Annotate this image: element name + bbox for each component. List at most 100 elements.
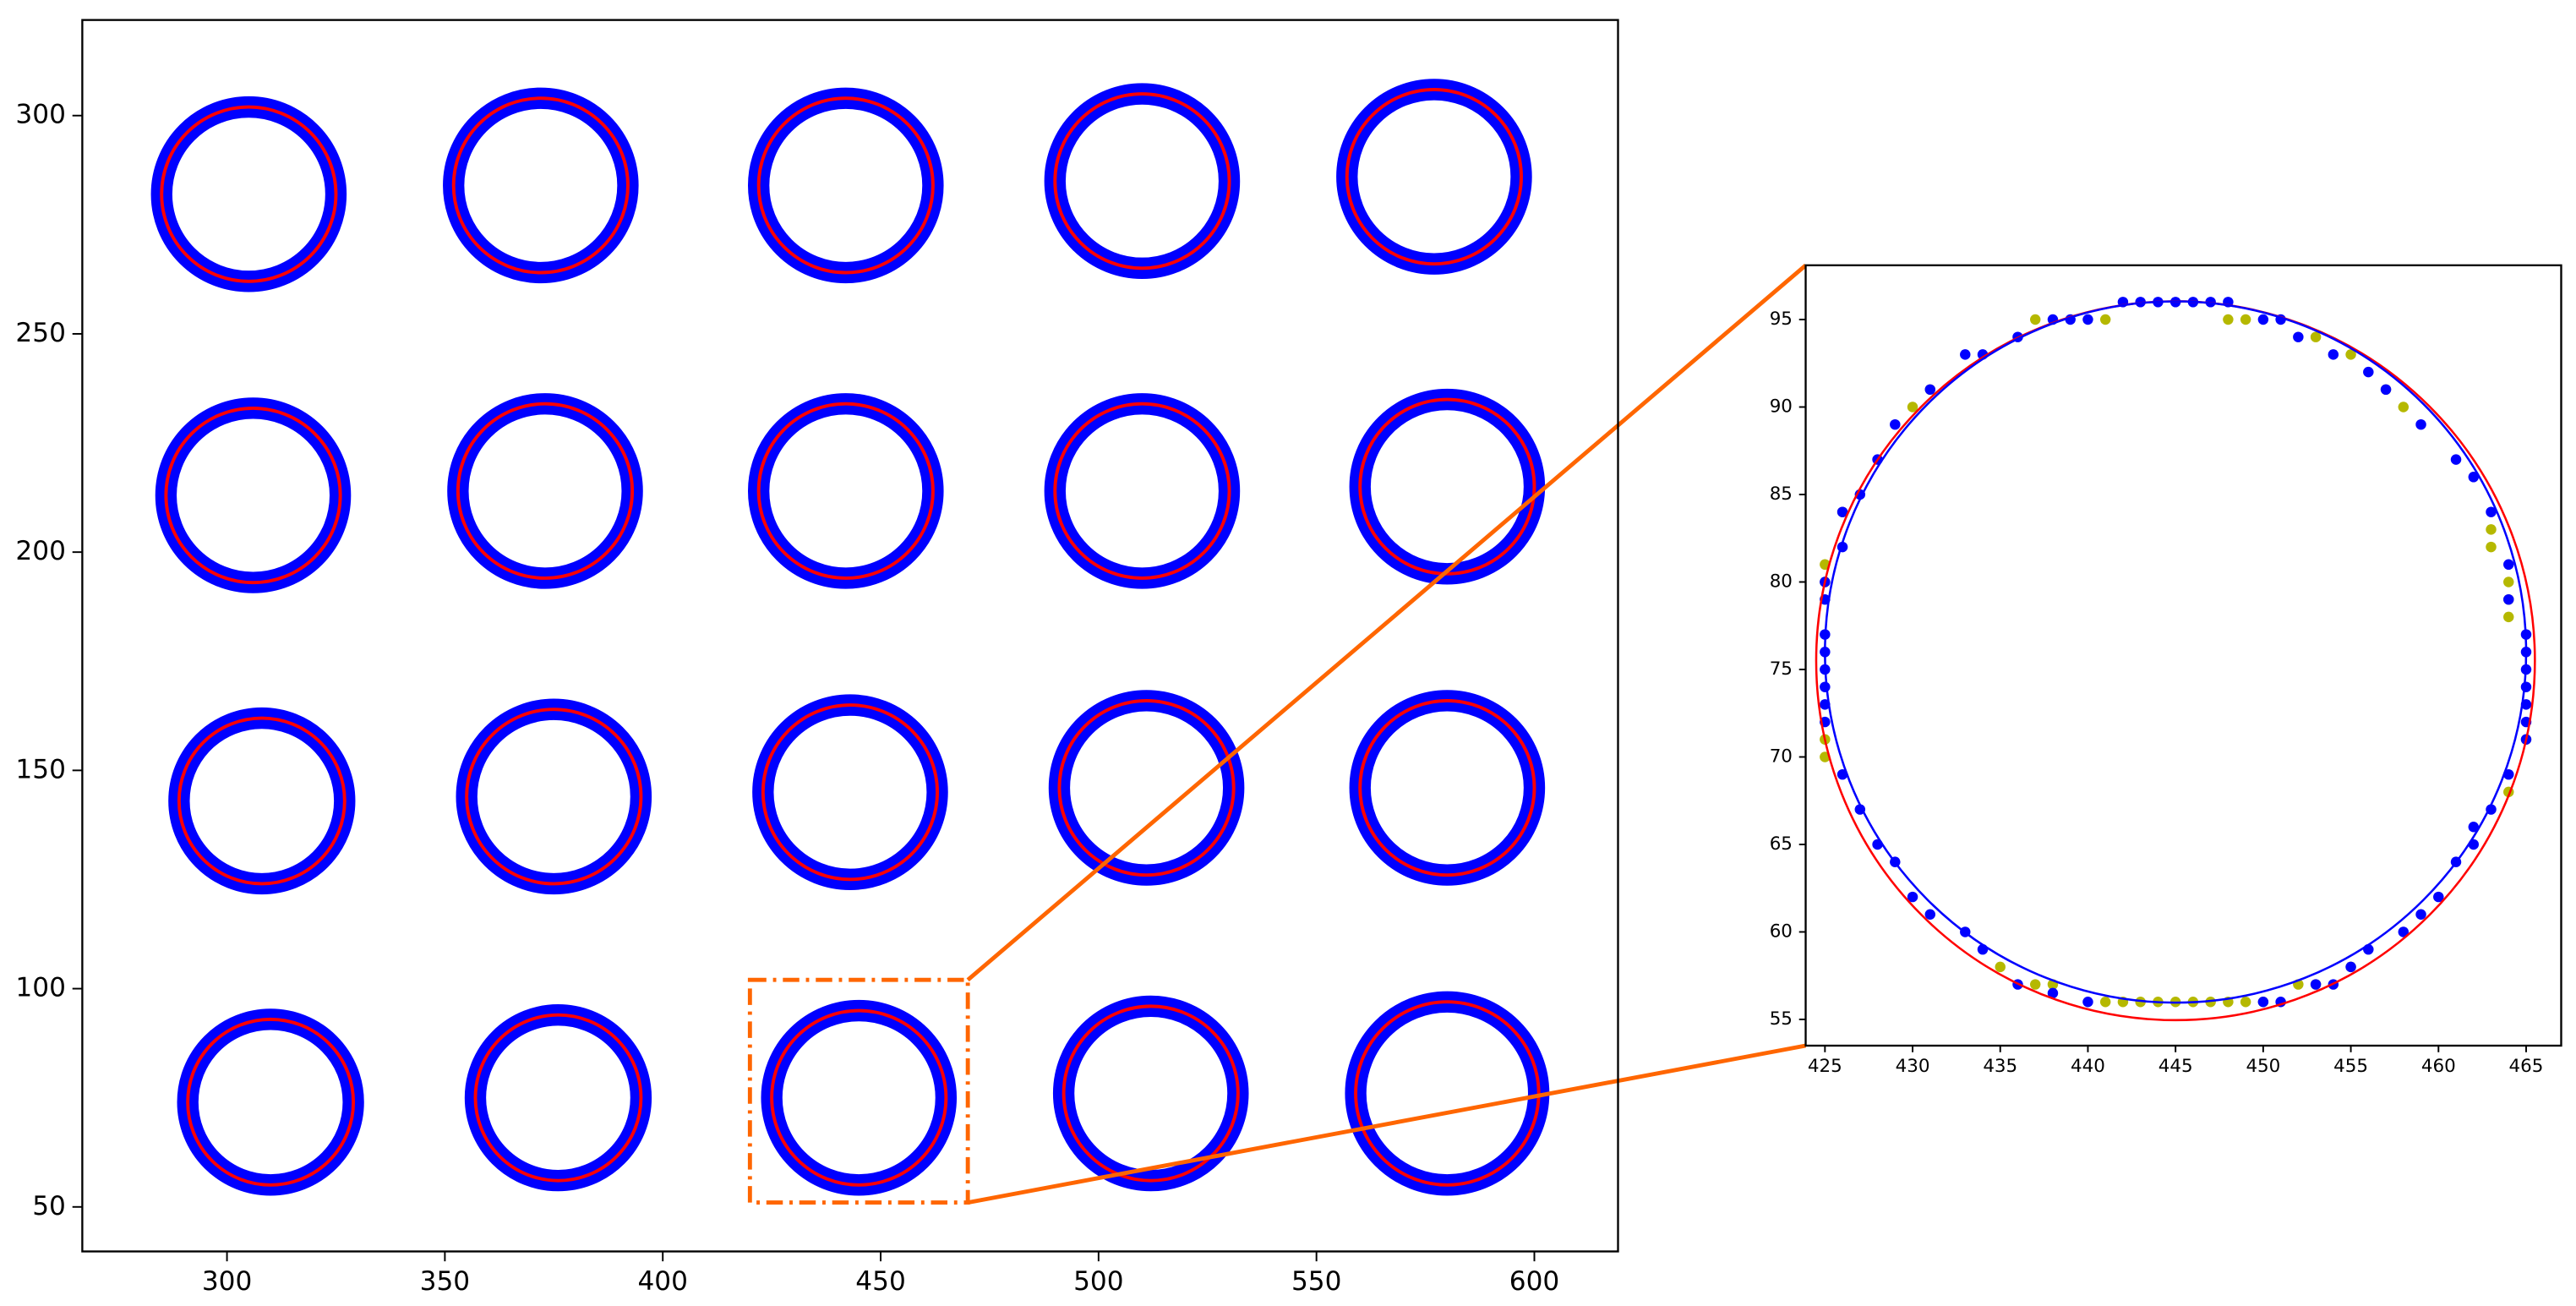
- point: [2223, 314, 2234, 325]
- point: [2503, 611, 2514, 623]
- fitted-circle: [164, 406, 342, 585]
- plot-area: [82, 19, 1618, 1252]
- fitted-circle: [186, 1017, 356, 1187]
- point: [2363, 366, 2374, 378]
- point: [2433, 891, 2444, 903]
- point: [2257, 314, 2269, 325]
- connector: [966, 263, 1808, 982]
- fitted-circle: [1053, 402, 1231, 580]
- fitted-circle: [1053, 92, 1231, 270]
- x-tick-label: 440: [2071, 1056, 2105, 1077]
- fitted-circle: [770, 1008, 948, 1187]
- y-tick-label: 95: [1770, 309, 1793, 330]
- point: [2450, 454, 2462, 465]
- point: [2345, 961, 2356, 973]
- point: [2503, 559, 2514, 571]
- point: [2328, 349, 2339, 360]
- x-tick-label: 435: [1983, 1056, 2017, 1077]
- x-tick-label: 600: [1509, 1266, 1559, 1297]
- point: [2415, 418, 2426, 430]
- connector: [967, 1043, 1806, 1205]
- plot-area: [1805, 265, 2562, 1046]
- point: [2345, 349, 2356, 360]
- fitted-circle: [1354, 1000, 1541, 1187]
- point: [2257, 997, 2269, 1008]
- fitted-circle: [1057, 698, 1236, 877]
- fitted-circle: [177, 716, 347, 886]
- fitted-circle: [473, 1013, 643, 1183]
- fitted-circle: [160, 105, 338, 283]
- x-tick-label: 450: [2246, 1056, 2280, 1077]
- point: [2468, 472, 2479, 483]
- point: [2380, 384, 2392, 396]
- point: [2398, 402, 2410, 413]
- point: [2310, 331, 2322, 342]
- x-tick-label: 445: [2158, 1056, 2193, 1077]
- y-tick-label: 250: [15, 318, 65, 348]
- point: [2099, 997, 2111, 1008]
- point: [2310, 979, 2322, 990]
- point: [1995, 961, 2006, 973]
- y-tick-label: 75: [1770, 658, 1793, 680]
- x-tick-label: 455: [2333, 1056, 2368, 1077]
- point: [2520, 681, 2532, 692]
- point: [2240, 997, 2251, 1008]
- y-tick-label: 300: [15, 100, 65, 130]
- point: [1924, 384, 1936, 396]
- x-tick-label: 460: [2421, 1056, 2456, 1077]
- fitted-circle: [1358, 698, 1536, 877]
- point: [2398, 926, 2410, 937]
- x-tick-label: 500: [1073, 1266, 1123, 1297]
- y-tick-label: 85: [1770, 484, 1793, 505]
- y-tick-label: 80: [1770, 571, 1793, 592]
- axes-frame: [1804, 264, 2562, 1047]
- point: [2030, 314, 2041, 325]
- point: [2503, 593, 2514, 605]
- point: [2468, 822, 2479, 833]
- point: [2415, 909, 2426, 920]
- y-tick-label: 55: [1770, 1008, 1793, 1030]
- point: [2486, 524, 2497, 535]
- x-tick-label: 550: [1291, 1266, 1341, 1297]
- fitted-circle: [1062, 1004, 1240, 1183]
- y-tick-label: 50: [32, 1191, 66, 1221]
- point: [2486, 506, 2497, 517]
- point: [2240, 314, 2251, 325]
- x-tick-label: 465: [2509, 1056, 2544, 1077]
- point: [1907, 402, 1918, 413]
- point: [2082, 997, 2093, 1008]
- point: [2503, 576, 2514, 587]
- x-tick-label: 350: [420, 1266, 470, 1297]
- fitted-circle: [465, 708, 643, 886]
- fitted-circle: [761, 703, 940, 882]
- fitted-circle: [451, 96, 630, 275]
- point: [1960, 349, 1971, 360]
- fitted-circle: [756, 402, 935, 580]
- point: [2099, 314, 2111, 325]
- point: [1890, 418, 1901, 430]
- x-tick-label: 425: [1808, 1056, 1842, 1077]
- point: [2047, 987, 2059, 999]
- fitted-circle: [756, 96, 935, 275]
- x-tick-label: 300: [202, 1266, 252, 1297]
- y-tick-label: 150: [15, 754, 65, 784]
- y-tick-label: 60: [1770, 921, 1793, 942]
- fitted-circle: [1824, 300, 2528, 1004]
- point: [2082, 314, 2093, 325]
- fitted-circle: [1345, 87, 1523, 266]
- x-tick-label: 400: [637, 1266, 687, 1297]
- y-tick-label: 70: [1770, 746, 1793, 767]
- axes-frame: [81, 19, 1619, 1253]
- y-tick-label: 100: [15, 973, 65, 1003]
- point: [2030, 979, 2041, 990]
- y-tick-label: 90: [1770, 396, 1793, 417]
- fitted-circle: [456, 402, 635, 580]
- fitted-circle: [1358, 397, 1536, 576]
- x-tick-label: 450: [855, 1266, 905, 1297]
- point: [1836, 506, 1848, 517]
- zoom-box: [747, 977, 970, 1205]
- point: [2486, 541, 2497, 553]
- point: [1924, 909, 1936, 920]
- point: [2293, 331, 2304, 342]
- point: [1820, 681, 1831, 692]
